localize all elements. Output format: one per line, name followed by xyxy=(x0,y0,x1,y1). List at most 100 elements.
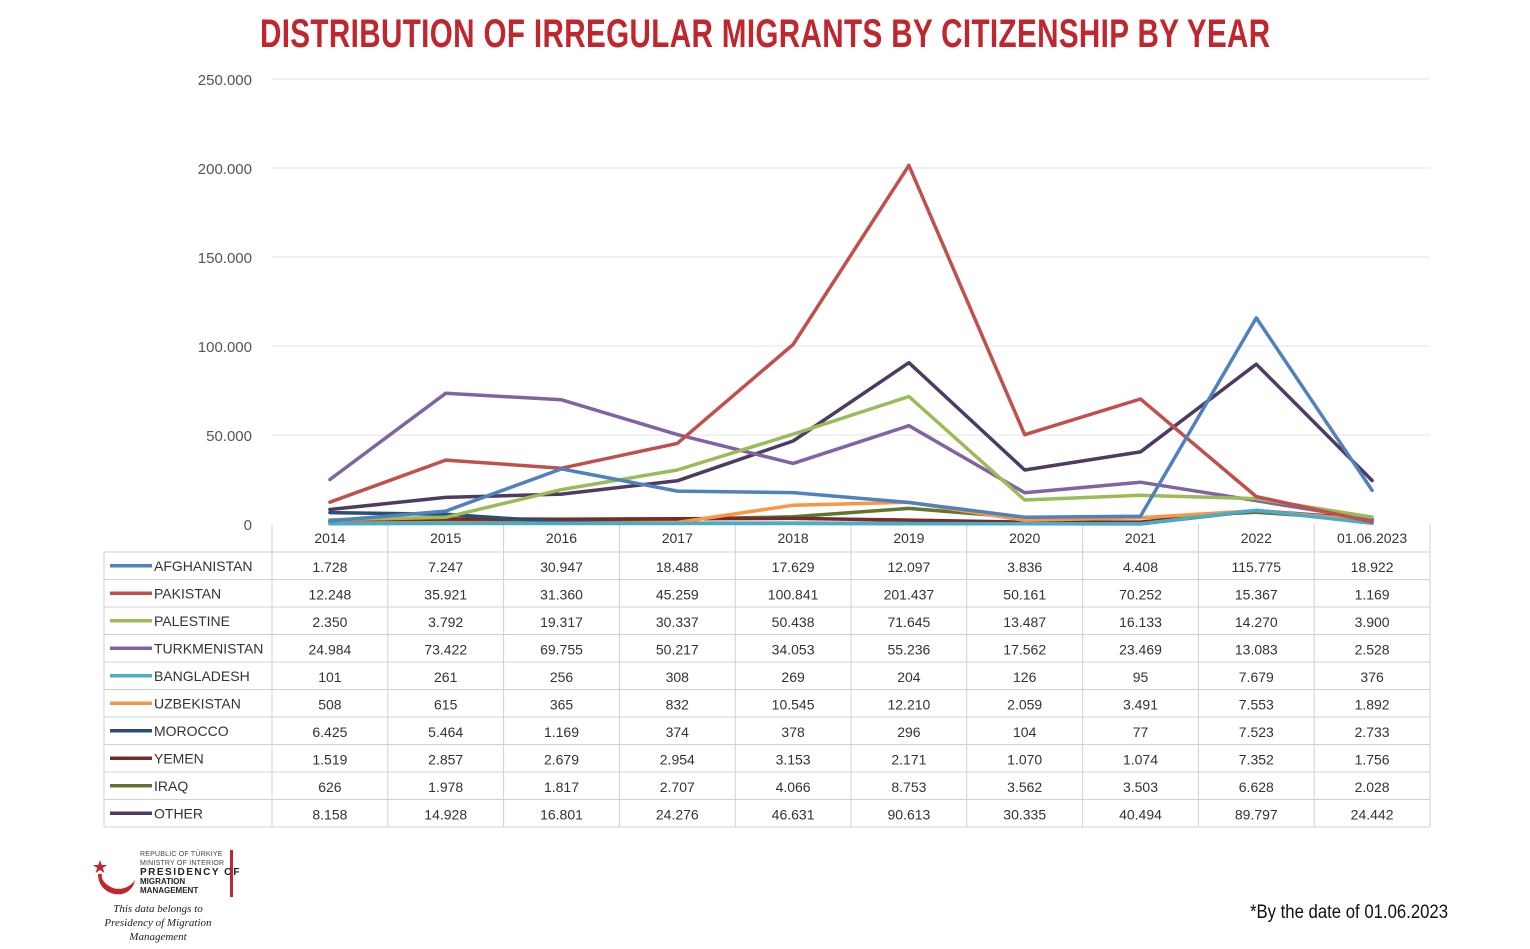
table-cell: 3.153 xyxy=(776,751,811,767)
chart-title: DISTRIBUTION OF IRREGULAR MIGRANTS BY CI… xyxy=(259,12,1271,56)
table-cell: 626 xyxy=(318,779,342,795)
x-category-label: 2014 xyxy=(314,530,345,546)
y-tick-label: 100.000 xyxy=(198,339,252,356)
table-cell: 4.066 xyxy=(776,779,811,795)
logo-caption: This data belongs to Presidency of Migra… xyxy=(76,902,240,944)
series-line xyxy=(328,391,1374,522)
table-cell: 12.097 xyxy=(887,559,930,575)
x-category-label: 2016 xyxy=(546,530,577,546)
table-cell: 3.491 xyxy=(1123,696,1158,712)
table-cell: 2.350 xyxy=(312,614,347,630)
table-cell: 7.553 xyxy=(1239,696,1274,712)
table-cell: 12.210 xyxy=(887,696,930,712)
table-cell: 45.259 xyxy=(656,586,699,602)
table-cell: 70.252 xyxy=(1119,586,1162,602)
table-cell: 14.270 xyxy=(1235,614,1278,630)
table-cell: 1.817 xyxy=(544,779,579,795)
x-category-label: 2017 xyxy=(662,530,693,546)
agency-line-ministry: MINISTRY OF INTERIOR xyxy=(140,860,225,867)
table-cell: 2.679 xyxy=(544,751,579,767)
data-table: 2014 2015 2016 2017 2018 2019 2020 2021 2022 01.0… xyxy=(103,524,1431,828)
table-cell: 30.947 xyxy=(540,559,583,575)
table-cell: 30.337 xyxy=(656,614,699,630)
x-category-label: 2015 xyxy=(430,530,461,546)
table-cell: 7.247 xyxy=(428,559,463,575)
series-line xyxy=(328,394,1374,522)
table-cell: 3.503 xyxy=(1123,779,1158,795)
table-cell: 15.367 xyxy=(1235,586,1278,602)
table-cell: 19.317 xyxy=(540,614,583,630)
table-cell: 18.488 xyxy=(656,559,699,575)
table-cell: 10.545 xyxy=(772,696,815,712)
legend-label: MOROCCO xyxy=(154,723,229,739)
table-cell: 16.801 xyxy=(540,806,583,822)
table-cell: 23.469 xyxy=(1119,641,1162,657)
table-cell: 2.954 xyxy=(660,751,695,767)
table-cell: 1.978 xyxy=(428,779,463,795)
table-cell: 16.133 xyxy=(1119,614,1162,630)
y-tick-label: 150.000 xyxy=(198,250,252,267)
y-tick-label: 200.000 xyxy=(198,161,252,178)
y-axis-ticks: 0 50.000 100.000 150.000 200.000 250.000 xyxy=(198,72,252,534)
logo-divider xyxy=(230,850,233,897)
table-cell: 1.728 xyxy=(312,559,347,575)
table-cell: 73.422 xyxy=(424,641,467,657)
series-line xyxy=(328,508,1374,526)
table-cell: 6.628 xyxy=(1239,779,1274,795)
table-cell: 71.645 xyxy=(887,614,930,630)
agency-name: REPUBLIC OF TÜRKIYE MINISTRY OF INTERIOR… xyxy=(140,850,244,895)
legend-label: PALESTINE xyxy=(154,613,230,629)
table-cell: 615 xyxy=(434,696,458,712)
table-cell: 261 xyxy=(434,669,458,685)
table-cell: 13.487 xyxy=(1003,614,1046,630)
table-cell: 6.425 xyxy=(312,724,347,740)
legend-label: BANGLADESH xyxy=(154,668,250,684)
table-cell: 365 xyxy=(550,696,574,712)
table-cell: 14.928 xyxy=(424,806,467,822)
table-cell: 104 xyxy=(1013,724,1037,740)
table-cell: 1.892 xyxy=(1355,696,1390,712)
table-cell: 13.083 xyxy=(1235,641,1278,657)
table-cell: 5.464 xyxy=(428,724,463,740)
table-cell: 3.792 xyxy=(428,614,463,630)
table-cell: 2.171 xyxy=(891,751,926,767)
table-cell: 18.922 xyxy=(1351,559,1394,575)
table-cell: 1.756 xyxy=(1355,751,1390,767)
table-cell: 12.248 xyxy=(308,586,351,602)
table-cell: 24.442 xyxy=(1351,806,1394,822)
logo-caption-line2: Presidency of Migration Management xyxy=(104,917,212,943)
table-cell: 1.074 xyxy=(1123,751,1158,767)
crescent-star-icon xyxy=(93,860,135,895)
legend-label: AFGHANISTAN xyxy=(154,558,253,574)
legend-label: UZBEKISTAN xyxy=(154,695,241,711)
table-cell: 4.408 xyxy=(1123,559,1158,575)
legend-label: OTHER xyxy=(154,805,203,821)
legend-label: YEMEN xyxy=(154,750,204,766)
table-cell: 204 xyxy=(897,669,921,685)
table-cell: 374 xyxy=(666,724,690,740)
table-cell: 50.217 xyxy=(656,641,699,657)
table-cell: 1.519 xyxy=(312,751,347,767)
table-cell: 24.276 xyxy=(656,806,699,822)
table-cell: 55.236 xyxy=(887,641,930,657)
agency-logo: REPUBLIC OF TÜRKIYE MINISTRY OF INTERIOR… xyxy=(84,846,244,936)
table-cell: 2.528 xyxy=(1355,641,1390,657)
table-cell: 3.836 xyxy=(1007,559,1042,575)
table-cell: 1.169 xyxy=(544,724,579,740)
table-cell: 256 xyxy=(550,669,574,685)
table-cell: 1.070 xyxy=(1007,751,1042,767)
table-cell: 126 xyxy=(1013,669,1037,685)
table-cell: 30.335 xyxy=(1003,806,1046,822)
table-cell: 95 xyxy=(1133,669,1149,685)
table-cell: 2.059 xyxy=(1007,696,1042,712)
table-cell: 269 xyxy=(781,669,805,685)
table-cell: 69.755 xyxy=(540,641,583,657)
table-cell: 115.775 xyxy=(1232,559,1282,575)
table-cell: 201.437 xyxy=(884,586,935,602)
table-cell: 101 xyxy=(318,669,342,685)
table-cell: 17.629 xyxy=(772,559,815,575)
table-cell: 46.631 xyxy=(772,806,815,822)
table-cell: 50.438 xyxy=(772,614,815,630)
series-line xyxy=(328,163,1374,524)
